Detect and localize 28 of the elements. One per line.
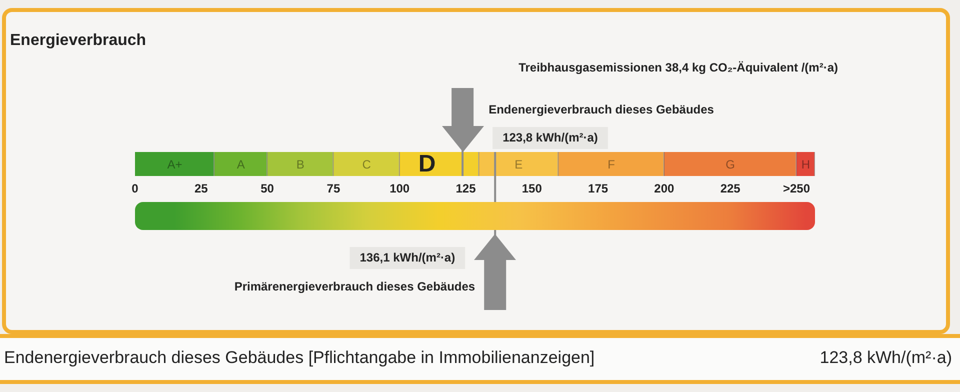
text: 136,1 kWh/(m²·a)	[360, 250, 456, 264]
x-tick-label: 125	[456, 182, 476, 196]
x-tick-label: 200	[654, 182, 675, 196]
series-label: E	[514, 157, 523, 172]
text: Endenergieverbrauch dieses Gebäudes [Pflichtangabe in Immobilienanzeigen]	[4, 348, 595, 368]
x-tick-label: >250	[782, 182, 810, 196]
x-tick-label: 50	[260, 182, 274, 196]
series-label: F	[608, 157, 615, 172]
x-tick-label: 75	[326, 182, 340, 196]
series-label: A+	[167, 157, 182, 172]
series-label: H	[801, 157, 810, 172]
series-label: B	[296, 157, 304, 172]
x-tick-label: 0	[132, 182, 139, 196]
chart-title: Energieverbrauch	[10, 32, 146, 50]
text: 123,8 kWh/(m²·a)	[502, 130, 598, 144]
series-label: A	[236, 157, 245, 172]
x-tick-label: 225	[720, 182, 741, 196]
x-tick-label: 150	[522, 182, 542, 196]
series-label: C	[362, 157, 372, 172]
ref-line-label: Primärenergieverbrauch dieses Gebäudes	[234, 279, 476, 294]
text: 123,8 kWh/(m²·a)	[820, 348, 952, 368]
text: Treibhausgasemissionen 38,4 kg CO₂-Äquivalent /(m²·a)	[518, 60, 838, 74]
series-label: G	[726, 157, 736, 172]
x-tick-label: 25	[194, 182, 208, 196]
series-label: D	[418, 150, 436, 178]
x-tick-label: 100	[390, 182, 410, 196]
ref-line-label: Endenergieverbrauch dieses Gebäudes	[488, 102, 714, 116]
x-tick-label: 175	[588, 182, 608, 196]
